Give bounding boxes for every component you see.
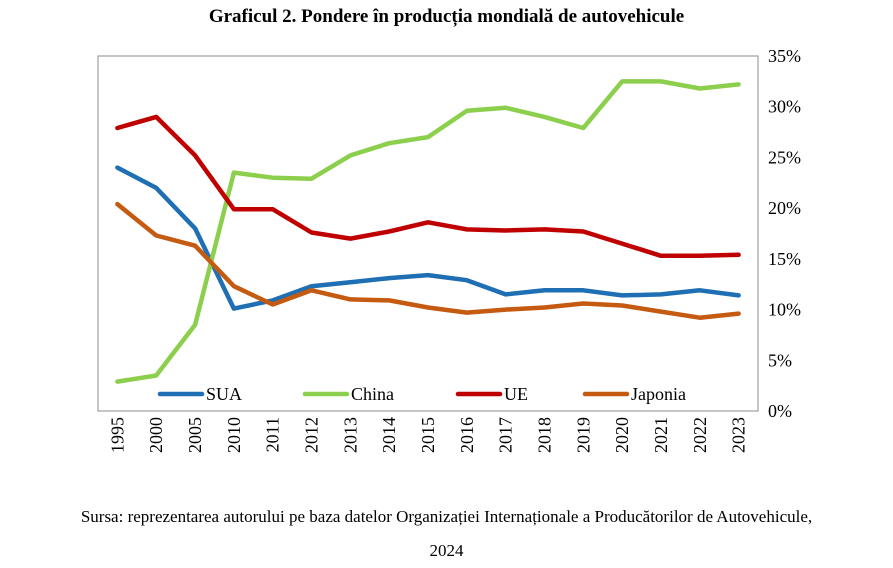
x-tick-label: 2011 — [263, 417, 283, 452]
x-tick-label: 2016 — [457, 417, 477, 453]
x-tick-label: 2019 — [573, 417, 593, 453]
series-layer — [115, 79, 741, 384]
series-line-ue — [115, 114, 741, 259]
legend-label: China — [351, 384, 394, 404]
y-tick-label: 35% — [768, 46, 801, 66]
x-tick-label: 2010 — [224, 417, 244, 453]
source-line-2: 2024 — [429, 541, 464, 560]
chart-title: Graficul 2. Pondere în producția mondial… — [208, 6, 685, 27]
y-tick-label: 0% — [768, 401, 792, 421]
y-tick-label: 30% — [768, 97, 801, 117]
series-line-china — [115, 79, 741, 384]
x-tick-label: 2020 — [612, 417, 632, 453]
series-line-japonia — [115, 201, 741, 320]
x-tick-label: 2021 — [651, 417, 671, 453]
y-tick-label: 5% — [768, 350, 792, 370]
legend-label: SUA — [206, 384, 242, 404]
y-tick-label: 15% — [768, 249, 801, 269]
legend-item-ue: UE — [455, 384, 528, 404]
legend: SUA China UE Japonia — [157, 384, 686, 404]
x-tick-label: 2018 — [534, 417, 554, 453]
line-chart: 0% 5% 10% 15% 20% 25% 30% 35% 1995 2000 2005 2010 2… — [97, 46, 801, 453]
series-line-sua — [115, 165, 741, 311]
y-tick-label: 20% — [768, 198, 801, 218]
x-tick-label: 2000 — [146, 417, 166, 453]
x-tick-label: 1995 — [107, 417, 127, 453]
x-tick-label: 2015 — [418, 417, 438, 453]
y-axis-ticks: 0% 5% 10% 15% 20% 25% 30% 35% — [768, 46, 801, 421]
legend-label: Japonia — [631, 384, 686, 404]
source-note: Sursa: reprezentarea autorului pe baza d… — [0, 500, 893, 568]
x-tick-label: 2022 — [690, 417, 710, 453]
y-tick-label: 25% — [768, 147, 801, 167]
x-tick-label: 2005 — [185, 417, 205, 453]
y-tick-label: 10% — [768, 300, 801, 320]
legend-item-china: China — [302, 384, 394, 404]
legend-item-sua: SUA — [157, 384, 242, 404]
x-tick-label: 2012 — [302, 417, 322, 453]
x-tick-label: 2023 — [729, 417, 749, 453]
legend-label: UE — [504, 384, 528, 404]
source-line-1: Sursa: reprezentarea autorului pe baza d… — [80, 507, 813, 526]
plot-area — [97, 55, 759, 412]
x-tick-label: 2013 — [340, 417, 360, 453]
x-tick-label: 2017 — [496, 417, 516, 453]
legend-item-japonia: Japonia — [582, 384, 686, 404]
x-tick-label: 2014 — [379, 417, 399, 453]
x-axis-ticks: 1995 2000 2005 2010 2011 2012 2013 2014 2015 2016… — [107, 417, 748, 453]
